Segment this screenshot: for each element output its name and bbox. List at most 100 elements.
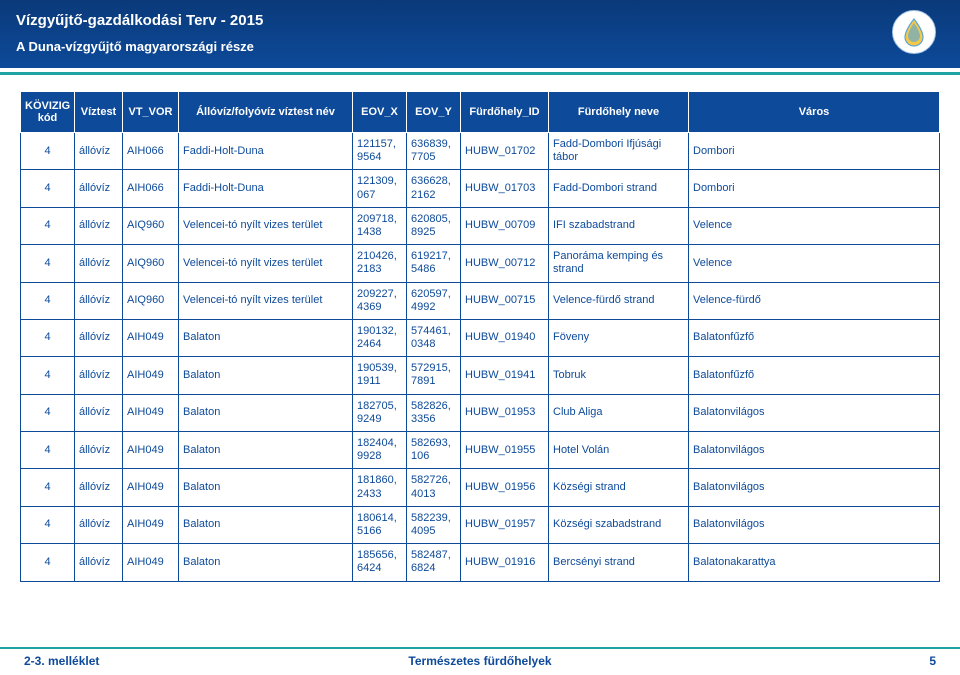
table-cell: AIH049: [123, 394, 179, 431]
table-cell: 4: [21, 207, 75, 244]
table-cell: 636628, 2162: [407, 170, 461, 207]
col-furdohelyneve: Fürdőhely neve: [549, 92, 689, 133]
content-area: KÖVIZIG kód Víztest VT_VOR Állóvíz/folyó…: [0, 75, 960, 582]
table-cell: AIH049: [123, 544, 179, 581]
data-table: KÖVIZIG kód Víztest VT_VOR Állóvíz/folyó…: [20, 91, 940, 582]
table-cell: 4: [21, 245, 75, 282]
footer-center: Természetes fürdőhelyek: [408, 654, 551, 668]
table-cell: AIQ960: [123, 207, 179, 244]
table-cell: Föveny: [549, 319, 689, 356]
table-cell: 121309, 067: [353, 170, 407, 207]
table-cell: Velencei-tó nyílt vizes terület: [179, 207, 353, 244]
table-cell: Balatonvilágos: [689, 469, 940, 506]
table-cell: AIQ960: [123, 245, 179, 282]
table-row: 4állóvízAIH049Balaton180614, 5166582239,…: [21, 506, 940, 543]
col-eovy: EOV_Y: [407, 92, 461, 133]
col-kovizig: KÖVIZIG kód: [21, 92, 75, 133]
table-cell: 582726, 4013: [407, 469, 461, 506]
table-cell: állóvíz: [75, 170, 123, 207]
table-cell: 185656, 6424: [353, 544, 407, 581]
page-header: Vízgyűjtő-gazdálkodási Terv - 2015 A Dun…: [0, 0, 960, 68]
table-cell: Velence: [689, 207, 940, 244]
table-cell: Balaton: [179, 319, 353, 356]
table-cell: Hotel Volán: [549, 432, 689, 469]
table-cell: 582693, 106: [407, 432, 461, 469]
table-cell: Velence-fürdő strand: [549, 282, 689, 319]
col-eovx: EOV_X: [353, 92, 407, 133]
table-cell: 582826, 3356: [407, 394, 461, 431]
table-cell: HUBW_01940: [461, 319, 549, 356]
table-cell: AIH049: [123, 506, 179, 543]
table-row: 4állóvízAIH049Balaton190539, 1911572915,…: [21, 357, 940, 394]
table-cell: Faddi-Holt-Duna: [179, 133, 353, 170]
table-cell: HUBW_01941: [461, 357, 549, 394]
table-cell: 4: [21, 357, 75, 394]
table-row: 4állóvízAIQ960Velencei-tó nyílt vizes te…: [21, 245, 940, 282]
table-header: KÖVIZIG kód Víztest VT_VOR Állóvíz/folyó…: [21, 92, 940, 133]
table-cell: Faddi-Holt-Duna: [179, 170, 353, 207]
table-cell: 4: [21, 133, 75, 170]
table-cell: állóvíz: [75, 282, 123, 319]
table-cell: 190539, 1911: [353, 357, 407, 394]
table-cell: állóvíz: [75, 133, 123, 170]
table-cell: HUBW_00712: [461, 245, 549, 282]
col-varos: Város: [689, 92, 940, 133]
table-row: 4állóvízAIH049Balaton190132, 2464574461,…: [21, 319, 940, 356]
table-cell: HUBW_01702: [461, 133, 549, 170]
col-furdohelyid: Fürdőhely_ID: [461, 92, 549, 133]
table-cell: Balatonvilágos: [689, 394, 940, 431]
table-row: 4állóvízAIQ960Velencei-tó nyílt vizes te…: [21, 282, 940, 319]
table-cell: Balaton: [179, 357, 353, 394]
table-cell: Panoráma kemping és strand: [549, 245, 689, 282]
table-cell: állóvíz: [75, 319, 123, 356]
table-cell: állóvíz: [75, 506, 123, 543]
table-cell: 4: [21, 394, 75, 431]
table-cell: Velence: [689, 245, 940, 282]
table-cell: állóvíz: [75, 432, 123, 469]
table-cell: 4: [21, 432, 75, 469]
table-cell: 4: [21, 469, 75, 506]
table-cell: Balatonakarattya: [689, 544, 940, 581]
table-cell: 209718, 1438: [353, 207, 407, 244]
table-cell: Balaton: [179, 469, 353, 506]
table-cell: Balaton: [179, 432, 353, 469]
table-cell: állóvíz: [75, 357, 123, 394]
table-cell: 210426, 2183: [353, 245, 407, 282]
table-cell: állóvíz: [75, 245, 123, 282]
table-cell: 4: [21, 282, 75, 319]
table-cell: HUBW_01916: [461, 544, 549, 581]
table-cell: Községi szabadstrand: [549, 506, 689, 543]
col-viztest: Víztest: [75, 92, 123, 133]
page-footer: 2-3. melléklet Természetes fürdőhelyek 5: [0, 647, 960, 669]
table-cell: 4: [21, 170, 75, 207]
table-cell: 121157, 9564: [353, 133, 407, 170]
table-cell: Balatonvilágos: [689, 506, 940, 543]
table-cell: Községi strand: [549, 469, 689, 506]
table-cell: Bercsényi strand: [549, 544, 689, 581]
table-cell: 582239, 4095: [407, 506, 461, 543]
table-cell: állóvíz: [75, 394, 123, 431]
table-cell: AIH049: [123, 432, 179, 469]
table-cell: AIH066: [123, 133, 179, 170]
table-cell: HUBW_01957: [461, 506, 549, 543]
table-cell: AIH066: [123, 170, 179, 207]
table-cell: AIH049: [123, 319, 179, 356]
header-title: Vízgyűjtő-gazdálkodási Terv - 2015: [16, 12, 944, 29]
footer-left: 2-3. melléklet: [24, 654, 99, 668]
table-row: 4állóvízAIH049Balaton185656, 6424582487,…: [21, 544, 940, 581]
table-cell: HUBW_00715: [461, 282, 549, 319]
table-cell: Tobruk: [549, 357, 689, 394]
table-cell: állóvíz: [75, 207, 123, 244]
table-cell: Club Aliga: [549, 394, 689, 431]
table-cell: 182705, 9249: [353, 394, 407, 431]
table-cell: AIH049: [123, 469, 179, 506]
table-row: 4állóvízAIH066Faddi-Holt-Duna121309, 067…: [21, 170, 940, 207]
table-cell: Balaton: [179, 506, 353, 543]
table-cell: Balatonfűzfő: [689, 357, 940, 394]
table-cell: 620805, 8925: [407, 207, 461, 244]
table-cell: Fadd-Dombori Ifjúsági tábor: [549, 133, 689, 170]
table-cell: 619217, 5486: [407, 245, 461, 282]
table-cell: 190132, 2464: [353, 319, 407, 356]
table-cell: Velence-fürdő: [689, 282, 940, 319]
table-row: 4állóvízAIH049Balaton182404, 9928582693,…: [21, 432, 940, 469]
